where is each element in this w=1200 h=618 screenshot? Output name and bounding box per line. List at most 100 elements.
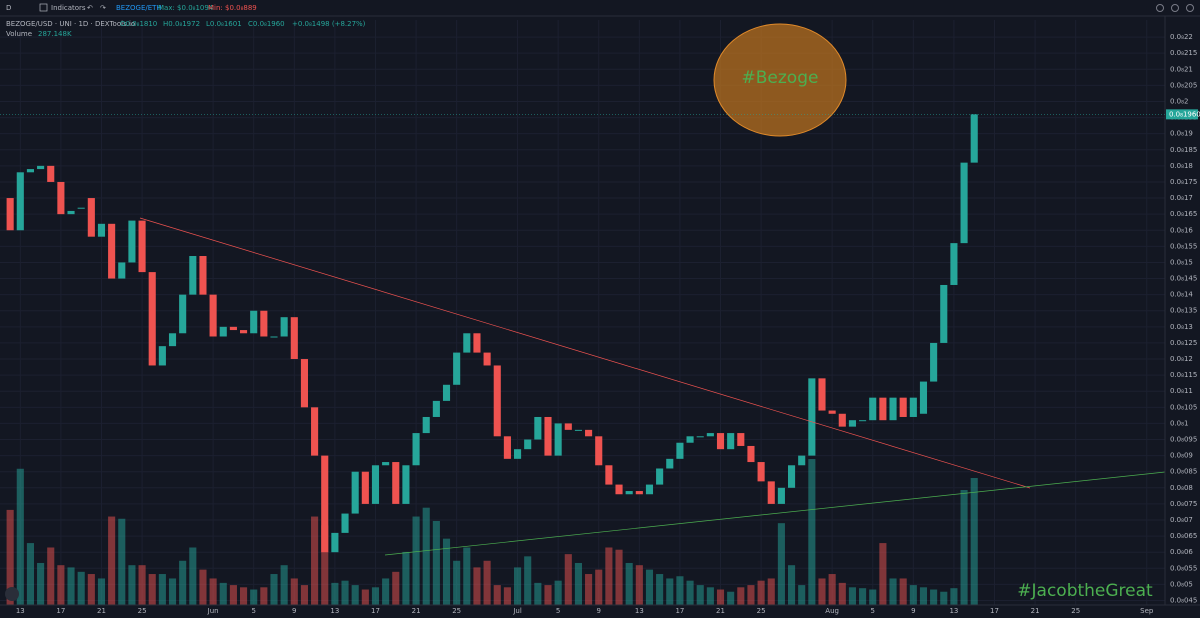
volume-bar	[138, 565, 146, 605]
y-tick-label: 0.0₈135	[1170, 307, 1197, 315]
volume-bar	[514, 567, 522, 605]
volume-bar	[422, 507, 430, 605]
x-tick-label: 13	[635, 607, 644, 615]
candle-body	[97, 223, 106, 237]
candle-body	[331, 532, 339, 553]
candle-body	[645, 484, 654, 495]
volume-bar	[635, 565, 643, 605]
candle-body	[351, 471, 359, 514]
volume-bar	[57, 565, 65, 605]
y-tick-label: 0.0₈16	[1170, 226, 1193, 234]
volume-title: Volume	[6, 30, 32, 38]
candle-body	[818, 378, 826, 411]
volume-bar	[483, 560, 491, 605]
candle-body	[280, 317, 288, 337]
candle-body	[473, 333, 481, 353]
candle-body	[625, 491, 633, 495]
max-label: Max: $0.0₈1094	[158, 4, 214, 12]
candle-body	[899, 397, 907, 417]
volume-bar	[189, 547, 197, 605]
candle-body	[585, 429, 593, 437]
volume-bar	[777, 523, 785, 605]
candle-body	[696, 436, 704, 438]
candle-body	[828, 410, 836, 414]
candle-body	[767, 481, 775, 504]
x-tick-label: 21	[412, 607, 421, 615]
ohlc-change: +0.0₈1498 (+8.27%)	[292, 20, 366, 28]
redo-button[interactable]: ↷	[100, 4, 106, 12]
volume-readout: 287.148K	[38, 30, 72, 38]
candle-body	[564, 423, 572, 430]
fullscreen-button[interactable]	[1186, 4, 1194, 12]
candle-body	[737, 433, 745, 446]
volume-bar	[432, 520, 440, 605]
candle-body	[189, 256, 197, 295]
camera-button[interactable]	[1171, 4, 1179, 12]
candle-body	[970, 114, 978, 163]
min-label: Min: $0.0₈889	[208, 4, 257, 12]
indicators-button[interactable]: Indicators	[51, 4, 86, 12]
x-tick-label: 17	[990, 607, 999, 615]
y-tick-label: 0.0₈2	[1170, 97, 1188, 105]
y-tick-label: 0.0₈115	[1170, 371, 1197, 379]
volume-bar	[179, 560, 187, 605]
y-tick-label: 0.0₈19	[1170, 130, 1193, 138]
x-tick-label: 13	[949, 607, 958, 615]
candle-body	[250, 310, 258, 334]
y-tick-label: 0.0₈205	[1170, 81, 1197, 89]
candle-body	[798, 455, 806, 466]
candle-body	[777, 487, 785, 504]
volume-bar	[899, 578, 907, 605]
candle-body	[808, 378, 816, 456]
y-tick-label: 0.0₈05	[1170, 580, 1193, 588]
volume-bar	[808, 459, 816, 605]
candle-body	[716, 433, 725, 450]
volume-bar	[656, 574, 664, 605]
ohlc-open: O0.0₈1810	[120, 20, 157, 28]
candle-body	[229, 326, 237, 331]
settings-button[interactable]	[1156, 4, 1164, 12]
y-tick-label: 0.0₈07	[1170, 516, 1193, 524]
logo	[5, 587, 19, 601]
volume-bar	[970, 477, 978, 605]
interval-button[interactable]: D	[6, 4, 11, 12]
candle-body	[26, 169, 34, 173]
candle-body	[960, 162, 968, 244]
candle-body	[6, 198, 14, 231]
candle-body	[371, 465, 380, 504]
volume-bar	[47, 547, 55, 605]
y-tick-label: 0.0₈185	[1170, 146, 1197, 154]
volume-bar	[87, 574, 95, 605]
y-tick-label: 0.0₈13	[1170, 323, 1193, 331]
x-tick-label: Sep	[1140, 607, 1154, 615]
y-tick-label: 0.0₈065	[1170, 532, 1197, 540]
candle-body	[544, 416, 552, 456]
candle-body	[574, 429, 582, 431]
volume-bar	[361, 589, 369, 605]
annotation: #Bezoge	[742, 68, 819, 88]
volume-bar	[331, 582, 339, 605]
candle-body	[595, 436, 603, 466]
volume-bar	[798, 585, 806, 605]
volume-bar	[554, 580, 562, 605]
volume-bar	[250, 589, 258, 605]
candle-body	[442, 384, 451, 401]
volume-bar	[77, 571, 85, 605]
candle-body	[209, 294, 217, 337]
ohlc-close: C0.0₈1960	[248, 20, 285, 28]
volume-bar	[351, 585, 359, 605]
volume-bar	[463, 547, 471, 605]
x-tick-label: Aug	[825, 607, 839, 615]
x-tick-label: 21	[1031, 607, 1040, 615]
candle-body	[666, 458, 674, 469]
y-tick-label: 0.0₈075	[1170, 500, 1197, 508]
volume-bar	[767, 578, 775, 605]
undo-button[interactable]: ↶	[87, 4, 93, 12]
candle-body	[392, 462, 400, 504]
x-tick-label: 13	[330, 607, 339, 615]
indicators-icon	[39, 3, 48, 12]
y-tick-label: 0.0₈22	[1170, 33, 1193, 41]
volume-bar	[473, 567, 481, 605]
y-tick-label: 0.0₈11	[1170, 387, 1193, 395]
candle-body	[402, 465, 410, 504]
